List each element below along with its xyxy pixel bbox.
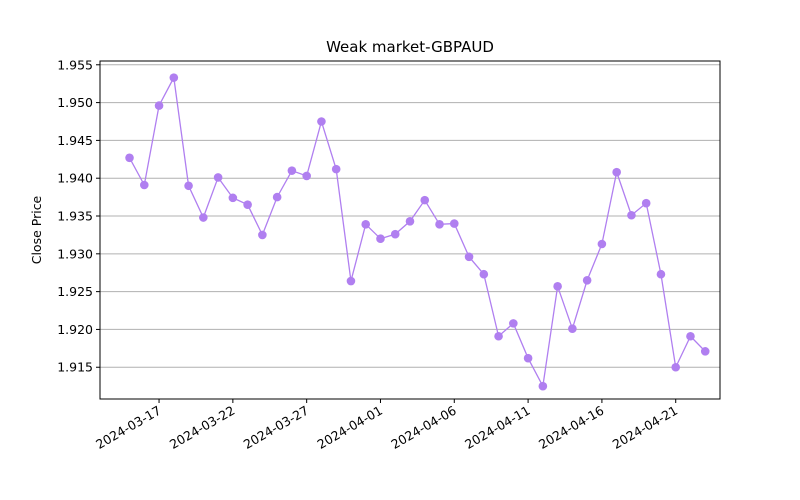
data-point [139,180,149,190]
data-point [390,229,400,239]
data-point [346,276,356,286]
data-point [686,331,695,341]
data-point [494,331,503,341]
data-point [361,220,371,229]
data-point [199,213,208,222]
y-tick-label: 1.945 [57,133,93,148]
x-tick-label: 2024-04-21 [610,403,680,452]
y-tick-label: 1.955 [57,57,93,72]
data-point [272,192,282,202]
x-tick-label: 2024-04-16 [536,403,606,452]
series-line [128,75,706,389]
y-tick-label: 1.920 [57,322,93,337]
data-point [213,173,223,182]
data-point [228,193,238,203]
data-point [302,171,311,181]
data-point [597,239,607,249]
data-point [538,381,548,391]
data-point [376,234,385,243]
data-point [154,101,164,110]
x-tick-label: 2024-03-27 [241,403,311,452]
grid [100,64,720,368]
data-point [331,164,341,174]
x-tick-label: 2024-04-11 [462,403,532,452]
y-tick-label: 1.925 [57,284,93,299]
y-axis-label: Close Price [29,195,44,264]
x-tick-label: 2024-03-22 [167,403,237,452]
data-point [612,167,621,177]
series [125,73,710,391]
plot-frame [99,60,721,400]
data-point [243,200,252,209]
data-point [641,198,651,208]
data-point [420,195,430,205]
data-point [317,117,326,126]
data-point [656,269,666,279]
data-point [509,319,518,328]
data-point [125,153,134,163]
data-point [479,269,489,279]
y-tick-label: 1.915 [57,360,93,375]
data-point [553,282,562,291]
data-point [405,217,415,226]
data-point [627,210,636,220]
y-tick-label: 1.950 [57,95,93,110]
data-point [258,230,267,240]
x-tick-label: 2024-04-01 [315,403,385,452]
chart-title: Weak market-GBPAUD [326,38,494,56]
data-point [671,362,681,372]
data-point [449,219,459,228]
data-point [568,324,577,333]
data-point [287,166,297,175]
data-point [523,353,533,363]
data-point [435,220,444,229]
data-point [582,275,592,285]
data-point [169,73,179,82]
x-tick-label: 2024-03-17 [93,403,163,452]
y-tick-label: 1.940 [57,171,93,186]
data-point [700,347,710,356]
data-point [464,252,474,262]
data-point [184,181,193,191]
y-tick-label: 1.930 [57,246,93,261]
x-tick-label: 2024-04-06 [388,403,458,452]
y-tick-label: 1.935 [57,209,93,224]
